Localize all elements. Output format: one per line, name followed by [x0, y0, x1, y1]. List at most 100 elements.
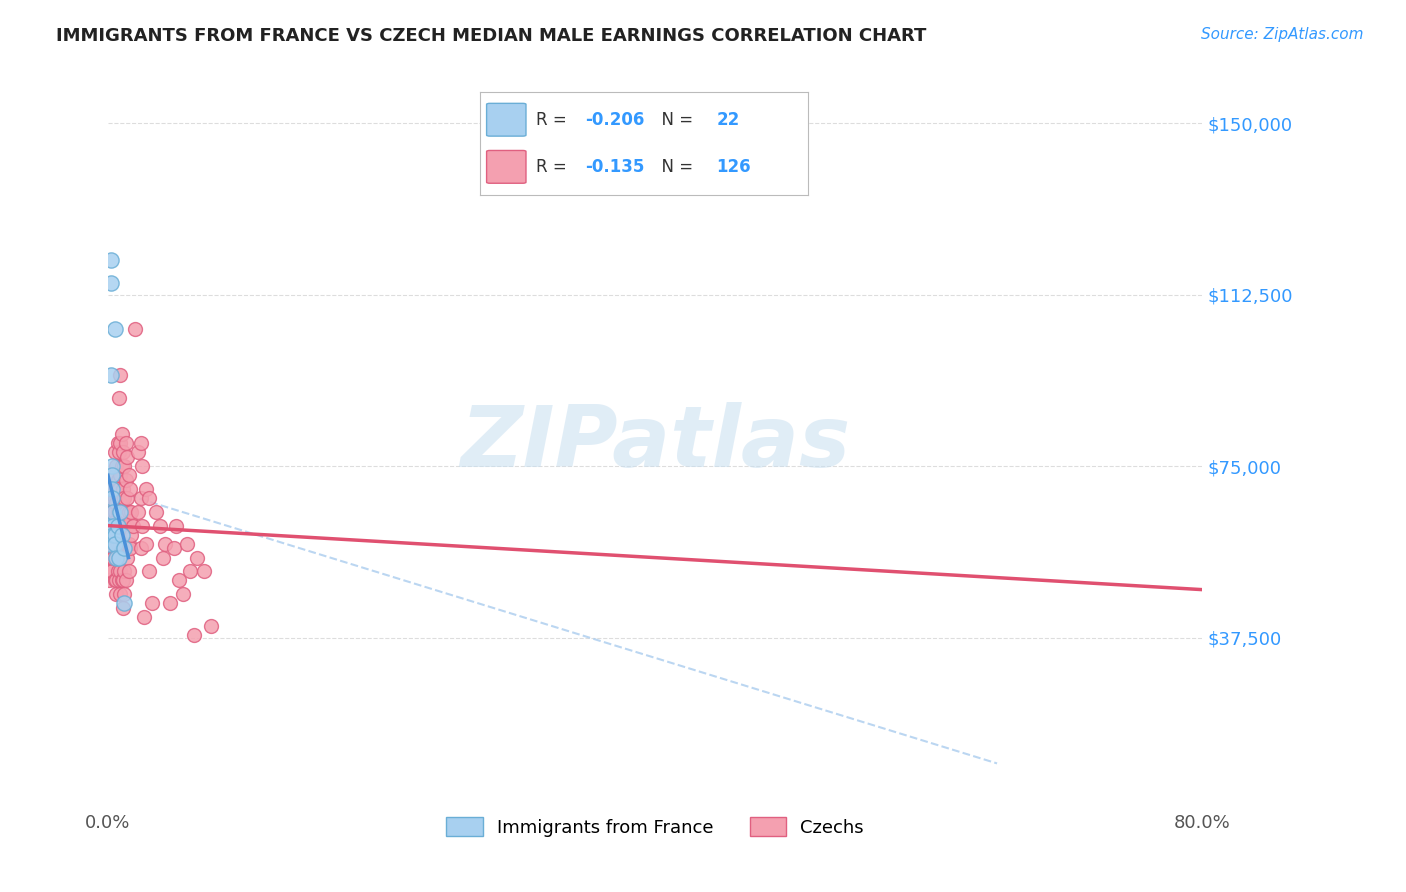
Point [100, 368, 122, 382]
Point [186, 550, 208, 565]
Point [112, 574, 135, 588]
Point [121, 518, 143, 533]
Point [100, 537, 122, 551]
Point [101, 505, 124, 519]
Point [104, 541, 127, 556]
Point [105, 527, 128, 541]
Point [112, 541, 135, 556]
Point [112, 482, 135, 496]
Point [105, 482, 128, 496]
Point [129, 436, 152, 450]
Point [104, 527, 127, 541]
Point [107, 537, 129, 551]
Point [114, 574, 136, 588]
Point [111, 518, 134, 533]
Point [145, 505, 167, 519]
Point [112, 565, 135, 579]
Point [108, 527, 131, 541]
Point [110, 368, 132, 382]
Point [101, 468, 124, 483]
Text: Source: ZipAtlas.com: Source: ZipAtlas.com [1201, 27, 1364, 42]
Point [101, 550, 124, 565]
Point [101, 518, 124, 533]
Point [118, 541, 141, 556]
Point [107, 518, 129, 533]
Point [117, 565, 139, 579]
Point [112, 587, 135, 601]
Legend: Immigrants from France, Czechs: Immigrants from France, Czechs [439, 810, 870, 844]
Point [138, 491, 160, 505]
Point [107, 518, 129, 533]
Point [104, 537, 127, 551]
Point [105, 574, 128, 588]
Point [117, 537, 139, 551]
Point [149, 518, 172, 533]
Point [98, 518, 121, 533]
Point [100, 565, 122, 579]
Point [179, 565, 201, 579]
Point [111, 491, 134, 505]
Point [135, 482, 157, 496]
Point [155, 537, 177, 551]
Point [118, 482, 141, 496]
Point [108, 391, 131, 405]
Point [112, 518, 135, 533]
Point [101, 459, 124, 474]
Point [114, 537, 136, 551]
Point [104, 574, 127, 588]
Point [108, 482, 131, 496]
Point [111, 527, 134, 541]
Point [104, 505, 127, 519]
Point [98, 518, 121, 533]
Point [176, 537, 198, 551]
Point [98, 537, 121, 551]
Point [152, 550, 174, 565]
Point [127, 445, 149, 459]
Point [108, 445, 131, 459]
Point [193, 565, 215, 579]
Point [112, 601, 135, 615]
Point [172, 587, 194, 601]
Point [104, 468, 127, 483]
Point [105, 496, 128, 510]
Point [103, 514, 125, 528]
Point [100, 505, 122, 519]
Point [115, 518, 138, 533]
Point [103, 505, 125, 519]
Point [104, 518, 127, 533]
Point [100, 550, 122, 565]
Point [104, 527, 127, 541]
Point [103, 550, 125, 565]
Point [98, 565, 121, 579]
Point [100, 277, 122, 291]
Point [132, 610, 155, 624]
Point [100, 514, 122, 528]
Point [103, 491, 125, 505]
Point [101, 537, 124, 551]
Point [110, 518, 132, 533]
Point [111, 574, 134, 588]
Point [114, 505, 136, 519]
Point [105, 550, 128, 565]
Point [105, 459, 128, 474]
Point [165, 518, 187, 533]
Point [103, 518, 125, 533]
Point [110, 587, 132, 601]
Point [103, 527, 125, 541]
Point [105, 514, 128, 528]
Point [183, 628, 205, 642]
Point [104, 491, 127, 505]
Point [108, 505, 131, 519]
Point [101, 482, 124, 496]
Point [107, 505, 129, 519]
Point [112, 596, 135, 610]
Point [135, 537, 157, 551]
Point [111, 541, 134, 556]
Point [107, 473, 129, 487]
Point [105, 587, 128, 601]
Point [110, 436, 132, 450]
Point [118, 514, 141, 528]
Point [108, 550, 131, 565]
Point [127, 505, 149, 519]
Point [101, 491, 124, 505]
